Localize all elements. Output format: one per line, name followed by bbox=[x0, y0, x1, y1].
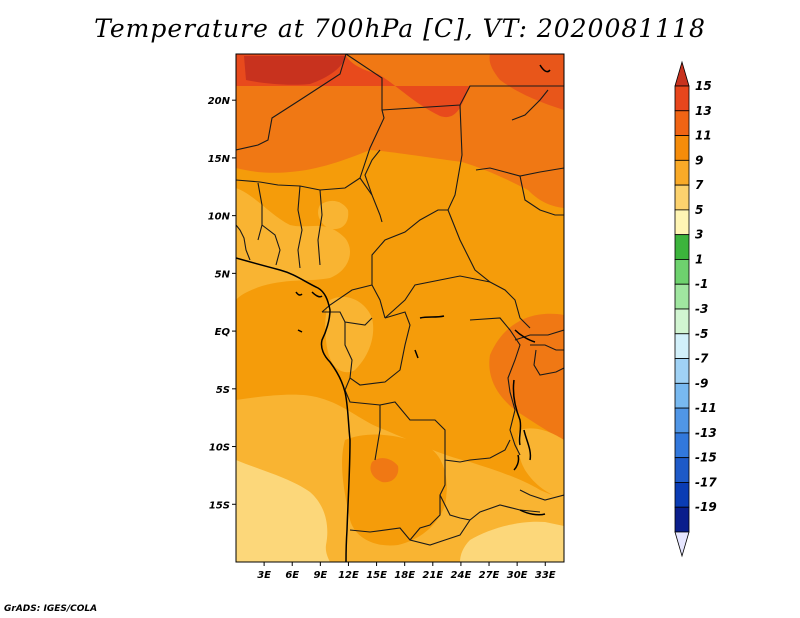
colorbar-label: -5 bbox=[695, 327, 708, 341]
colorbar-segment bbox=[674, 283, 690, 310]
field-5-7-southeast bbox=[460, 521, 564, 562]
colorbar-label: 3 bbox=[695, 228, 703, 242]
colorbar-segment bbox=[674, 358, 690, 384]
country-borders bbox=[236, 54, 564, 546]
lon-label: 27E bbox=[479, 570, 500, 581]
plot-frame bbox=[235, 53, 565, 563]
lon-label: 6E bbox=[285, 570, 299, 581]
colorbar: 15 13 11 9 7 5 3 1 -1 -3 -5 -7 -9 -11 -13 -15 -17 -19 bbox=[674, 60, 717, 558]
colorbar-label: 5 bbox=[695, 203, 703, 217]
field-11-angola bbox=[370, 458, 399, 483]
colorbar-label: -11 bbox=[695, 401, 717, 415]
colorbar-bottom-arrow bbox=[674, 531, 690, 558]
latitude-axis: 20N 15N 10N 5N EQ 5S 10S 15S bbox=[208, 96, 236, 511]
field-7-9-cameroon bbox=[325, 296, 374, 373]
lon-label: 18E bbox=[394, 570, 415, 581]
lon-label: 30E bbox=[507, 570, 528, 581]
lon-label: 9E bbox=[313, 570, 327, 581]
lon-label: 24E bbox=[451, 570, 472, 581]
colorbar-label: 11 bbox=[695, 129, 712, 143]
colorbar-segment bbox=[674, 432, 690, 459]
lat-label: 20N bbox=[208, 96, 231, 107]
colorbar-label: 13 bbox=[695, 104, 712, 118]
colorbar-segment bbox=[674, 159, 690, 186]
colorbar-label: -7 bbox=[695, 352, 709, 366]
colorbar-label: -17 bbox=[695, 475, 717, 489]
longitude-axis: 3E 6E 9E 12E 15E 18E 21E 24E 27E 30E 33E bbox=[257, 562, 556, 581]
lat-label: 10S bbox=[209, 443, 230, 454]
colorbar-label: -15 bbox=[695, 451, 717, 465]
field-11-13-north bbox=[236, 54, 564, 208]
colorbar-segment bbox=[674, 457, 690, 483]
field-7-9-nigeria bbox=[318, 200, 349, 230]
lon-label: 3E bbox=[257, 570, 271, 581]
field-7-9-west bbox=[236, 188, 350, 300]
field-7-9-zambia bbox=[446, 481, 516, 535]
map-title: Temperature at 700hPa [C], VT: 202008111… bbox=[94, 14, 706, 43]
colorbar-label: 7 bbox=[695, 178, 704, 192]
colorbar-segment bbox=[674, 259, 690, 285]
lon-label: 12E bbox=[338, 570, 359, 581]
colorbar-label: 1 bbox=[695, 252, 703, 266]
grads-credit: GrADS: IGES/COLA bbox=[4, 604, 98, 614]
lat-label: 15S bbox=[209, 500, 230, 511]
field-5-7-southwest bbox=[236, 460, 330, 562]
colorbar-segment bbox=[674, 234, 690, 260]
field-9-south-angola bbox=[342, 434, 447, 546]
coastline bbox=[236, 64, 551, 562]
colorbar-segment bbox=[674, 135, 690, 161]
colorbar-segment bbox=[674, 482, 690, 508]
colorbar-segment bbox=[674, 333, 690, 359]
colorbar-label: 15 bbox=[695, 79, 712, 93]
lat-label: 10N bbox=[208, 212, 231, 223]
lat-label: 5S bbox=[216, 385, 230, 396]
colorbar-segment bbox=[674, 85, 690, 112]
colorbar-label: -19 bbox=[695, 500, 717, 514]
lon-label: 21E bbox=[422, 570, 443, 581]
colorbar-label: -1 bbox=[695, 277, 708, 291]
lat-label: 5N bbox=[215, 269, 231, 280]
colorbar-label: -3 bbox=[695, 302, 708, 316]
field-15-core bbox=[244, 56, 345, 85]
colorbar-label: 9 bbox=[695, 153, 703, 167]
colorbar-segment bbox=[674, 184, 690, 211]
colorbar-segment bbox=[674, 110, 690, 136]
field-13-15-ne bbox=[489, 54, 564, 110]
colorbar-label: -13 bbox=[695, 426, 717, 440]
colorbar-segment bbox=[674, 506, 690, 533]
lat-label: 15N bbox=[208, 154, 231, 165]
lon-label: 15E bbox=[366, 570, 387, 581]
lat-label: EQ bbox=[215, 327, 231, 338]
colorbar-label: -9 bbox=[695, 376, 708, 390]
temperature-field bbox=[236, 54, 564, 562]
colorbar-top-arrow bbox=[674, 60, 690, 87]
colorbar-segment bbox=[674, 407, 690, 434]
colorbar-segment bbox=[674, 382, 690, 409]
lon-label: 33E bbox=[535, 570, 556, 581]
colorbar-segment bbox=[674, 308, 690, 335]
colorbar-segment bbox=[674, 209, 690, 236]
